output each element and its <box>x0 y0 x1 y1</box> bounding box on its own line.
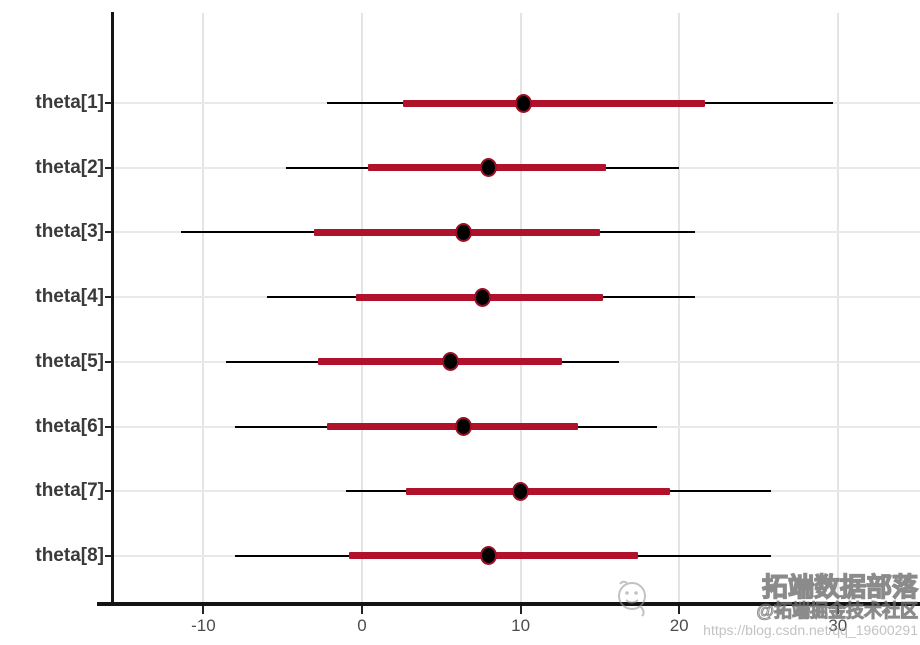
x-tick-label: 0 <box>357 616 367 635</box>
x-axis-tick <box>836 606 839 614</box>
point-estimate-dot-theta[4] <box>474 287 492 307</box>
y-axis-label: theta[2] <box>35 156 104 178</box>
x-axis-line <box>97 602 920 606</box>
gridline-vertical <box>519 13 522 604</box>
y-axis-tick <box>105 360 112 363</box>
gridline-vertical <box>361 13 363 604</box>
gridline-vertical <box>836 13 839 604</box>
point-estimate-dot-theta[3] <box>455 222 472 242</box>
gridline-vertical <box>678 13 681 604</box>
y-axis-label: theta[8] <box>35 544 104 566</box>
y-axis-tick <box>105 296 112 299</box>
point-estimate-dot-theta[5] <box>442 352 460 372</box>
y-axis-tick <box>105 490 112 493</box>
inner-interval-bar-theta[5] <box>317 358 562 366</box>
x-tick-label: -10 <box>191 616 216 635</box>
y-axis-tick <box>105 102 112 104</box>
inner-interval-bar-theta[7] <box>406 487 670 495</box>
x-axis-tick <box>519 606 522 614</box>
x-tick-label: 10 <box>511 616 531 635</box>
watermark-brand-text: 拓端数据部落 <box>761 572 918 602</box>
x-tick-label: 20 <box>669 616 689 635</box>
gridline-vertical <box>202 13 205 604</box>
inner-interval-bar-theta[6] <box>327 423 578 431</box>
y-axis-label: theta[4] <box>35 286 104 308</box>
x-axis-tick <box>361 606 363 614</box>
point-estimate-dot-theta[8] <box>480 546 498 566</box>
y-axis-label: theta[1] <box>35 92 104 113</box>
point-estimate-dot-theta[7] <box>512 481 530 501</box>
y-axis-tick <box>105 166 112 169</box>
y-axis-label: theta[5] <box>35 350 104 372</box>
inner-interval-bar-theta[1] <box>403 99 705 107</box>
x-axis-tick <box>678 606 681 614</box>
point-estimate-dot-theta[2] <box>480 158 498 178</box>
x-tick-label: 30 <box>828 616 848 635</box>
y-axis-label: theta[7] <box>35 480 104 502</box>
y-axis-line <box>111 12 114 606</box>
y-axis-label: theta[6] <box>35 415 104 437</box>
y-axis-tick <box>105 554 112 557</box>
point-estimate-dot-theta[6] <box>455 417 472 437</box>
x-axis-tick <box>202 606 205 614</box>
y-axis-tick <box>105 231 112 234</box>
y-axis-tick <box>105 425 112 428</box>
y-axis-label: theta[3] <box>35 221 104 243</box>
point-estimate-dot-theta[1] <box>515 93 533 113</box>
